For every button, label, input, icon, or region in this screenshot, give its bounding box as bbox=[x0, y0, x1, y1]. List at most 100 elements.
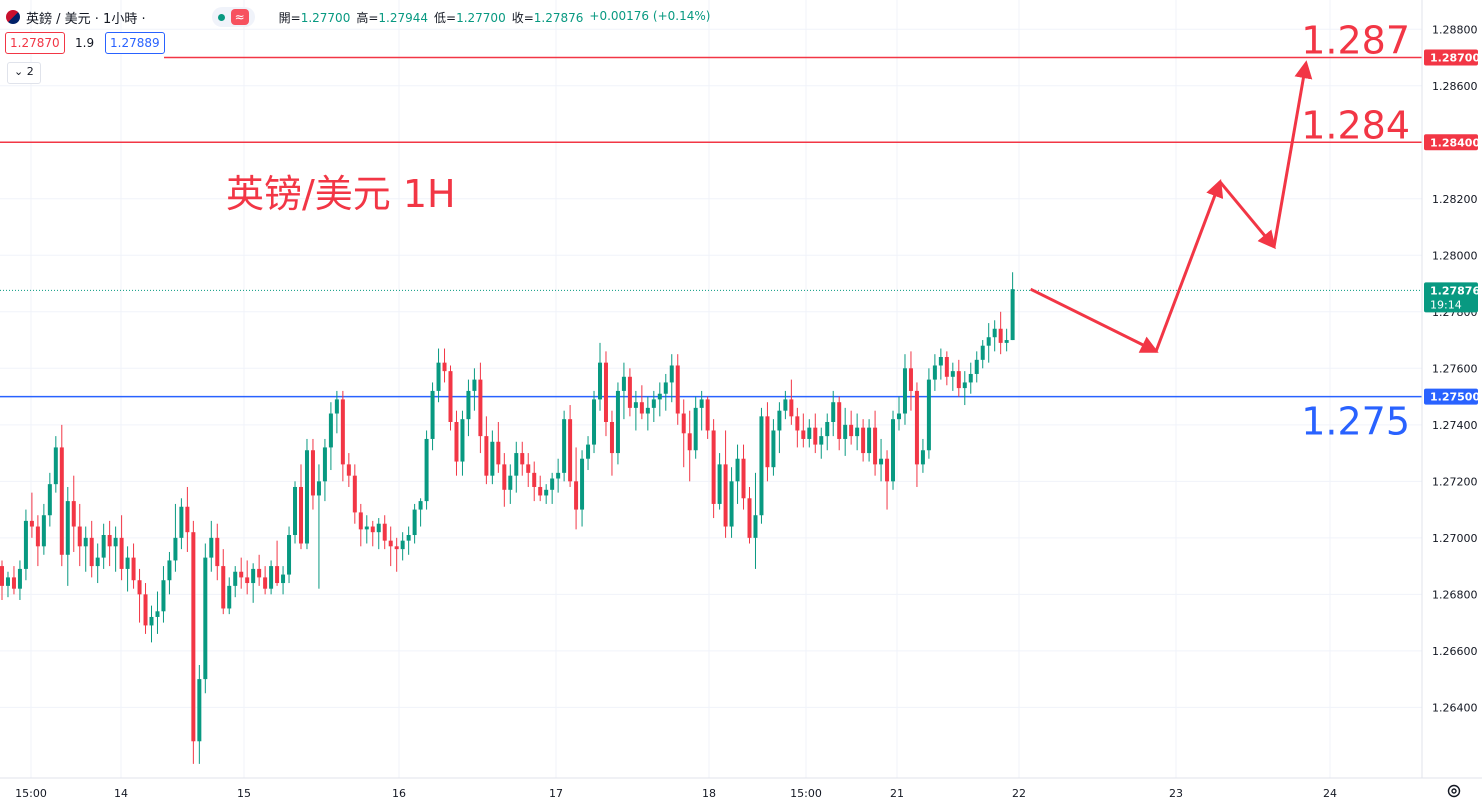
candle-body bbox=[388, 540, 393, 547]
price-tick-label: 1.27200 bbox=[1432, 475, 1478, 488]
candle-body bbox=[962, 382, 967, 389]
candle-body bbox=[233, 571, 238, 586]
candle-body bbox=[167, 560, 172, 581]
candle-body bbox=[400, 540, 405, 550]
candle-body bbox=[155, 611, 160, 617]
symbol-title[interactable]: 英鎊 / 美元 · 1小時 · bbox=[26, 11, 146, 27]
ohlc-item: 低=1.27700 bbox=[434, 9, 506, 26]
gear-icon[interactable] bbox=[1446, 783, 1462, 799]
candle-body bbox=[119, 537, 124, 569]
candle-body bbox=[855, 427, 860, 437]
candle-body bbox=[502, 464, 507, 490]
candle-body bbox=[179, 506, 184, 538]
candle-body bbox=[263, 577, 268, 589]
candle-body bbox=[771, 430, 776, 468]
candle-body bbox=[944, 357, 949, 377]
candle-body bbox=[568, 419, 573, 482]
candle-body bbox=[801, 430, 806, 439]
buy-price-button[interactable]: 1.27889 bbox=[105, 32, 165, 54]
candle-body bbox=[29, 520, 34, 527]
ohlc-value: +0.00176 (+0.14%) bbox=[589, 8, 711, 23]
time-axis[interactable]: 15:00 14 15 16 17 18 15:00 21 22 23 24 bbox=[0, 777, 1482, 800]
candle-body bbox=[603, 362, 608, 422]
candle-body bbox=[837, 402, 842, 439]
candle-body bbox=[251, 568, 256, 584]
candle-body bbox=[717, 464, 722, 504]
candle-body bbox=[723, 464, 728, 527]
candle-body bbox=[316, 481, 321, 496]
candle-body bbox=[496, 441, 501, 465]
price-axis[interactable]: 1.28800 1.28600 1.28400 1.28200 1.28000 1.278… bbox=[1421, 0, 1482, 807]
flag-icon bbox=[6, 10, 20, 24]
candle-body bbox=[980, 345, 985, 360]
symbol-header: 英鎊 / 美元 · 1小時 · ≈ 開=1.27700 高=1.27944 低=1.… bbox=[0, 0, 710, 34]
projection-arrow bbox=[1272, 60, 1313, 248]
candle-body bbox=[609, 421, 614, 454]
candle-body bbox=[394, 546, 399, 550]
price-levels: 1.287 1.284 1.275 bbox=[0, 19, 1422, 444]
candle-body bbox=[693, 407, 698, 451]
time-tick-label: 16 bbox=[392, 787, 406, 800]
candle-body bbox=[113, 537, 118, 547]
candle-body bbox=[950, 371, 955, 377]
price-level-tag-bg bbox=[1424, 49, 1478, 66]
indicators-toggle[interactable]: ⌄ 2 bbox=[7, 62, 41, 84]
candle-body bbox=[633, 402, 638, 408]
candle-body bbox=[430, 390, 435, 439]
projection-arrows bbox=[1029, 60, 1313, 353]
candle-body bbox=[627, 376, 632, 408]
ohlc-value: 1.27700 bbox=[456, 10, 506, 25]
candle-body bbox=[149, 616, 154, 626]
candle-body bbox=[747, 498, 752, 538]
candle-body bbox=[598, 362, 602, 400]
price-tick-label: 1.28800 bbox=[1432, 23, 1478, 36]
ohlc-readout: 開=1.27700 高=1.27944 低=1.27700 收=1.27876 +0.0… bbox=[279, 9, 711, 26]
candle-body bbox=[615, 390, 620, 454]
candle-body bbox=[920, 450, 925, 465]
candle-body bbox=[621, 376, 626, 391]
candle-body bbox=[161, 580, 166, 612]
candle-body bbox=[424, 438, 429, 502]
candle-body bbox=[891, 419, 896, 482]
candle-body bbox=[77, 526, 82, 547]
candle-body bbox=[346, 464, 351, 476]
chevron-down-icon: ⌄ bbox=[14, 65, 24, 78]
time-tick-label: 15:00 bbox=[15, 787, 47, 800]
candle-body bbox=[275, 566, 280, 584]
candle-body bbox=[592, 399, 597, 445]
candle-body bbox=[675, 365, 680, 414]
candle-body bbox=[23, 520, 28, 569]
candle-body bbox=[334, 399, 339, 414]
candle-body bbox=[0, 566, 4, 586]
candle-body bbox=[789, 399, 794, 417]
candlestick-series bbox=[0, 272, 1015, 764]
price-level-label: 1.284 bbox=[1301, 103, 1410, 147]
price-tick-label: 1.27400 bbox=[1432, 419, 1478, 432]
price-level-label: 1.275 bbox=[1301, 400, 1410, 444]
candle-body bbox=[819, 436, 824, 445]
sell-price-button[interactable]: 1.27870 bbox=[5, 32, 65, 54]
market-status[interactable]: ≈ bbox=[211, 7, 255, 27]
countdown-label: 19:14 bbox=[1430, 298, 1462, 311]
last-price-tag: 1.27876 bbox=[1430, 284, 1480, 297]
candle-body bbox=[239, 571, 244, 578]
candle-body bbox=[101, 535, 106, 558]
candle-body bbox=[47, 484, 52, 516]
time-tick-label: 17 bbox=[549, 787, 563, 800]
candle-body bbox=[795, 416, 800, 431]
price-level-tag: 1.27500 bbox=[1430, 391, 1480, 404]
candle-body bbox=[514, 453, 519, 476]
candle-body bbox=[328, 413, 333, 448]
candle-body bbox=[310, 450, 315, 496]
candle-body bbox=[197, 679, 202, 742]
price-tick-label: 1.27000 bbox=[1432, 532, 1478, 545]
candle-body bbox=[448, 371, 453, 422]
candle-body bbox=[406, 535, 411, 541]
candle-body bbox=[412, 509, 417, 536]
candle-body bbox=[914, 390, 919, 465]
candle-body bbox=[382, 523, 387, 541]
ohlc-item: 開=1.27700 bbox=[279, 9, 351, 26]
candle-body bbox=[466, 390, 471, 420]
candle-body bbox=[299, 486, 303, 544]
